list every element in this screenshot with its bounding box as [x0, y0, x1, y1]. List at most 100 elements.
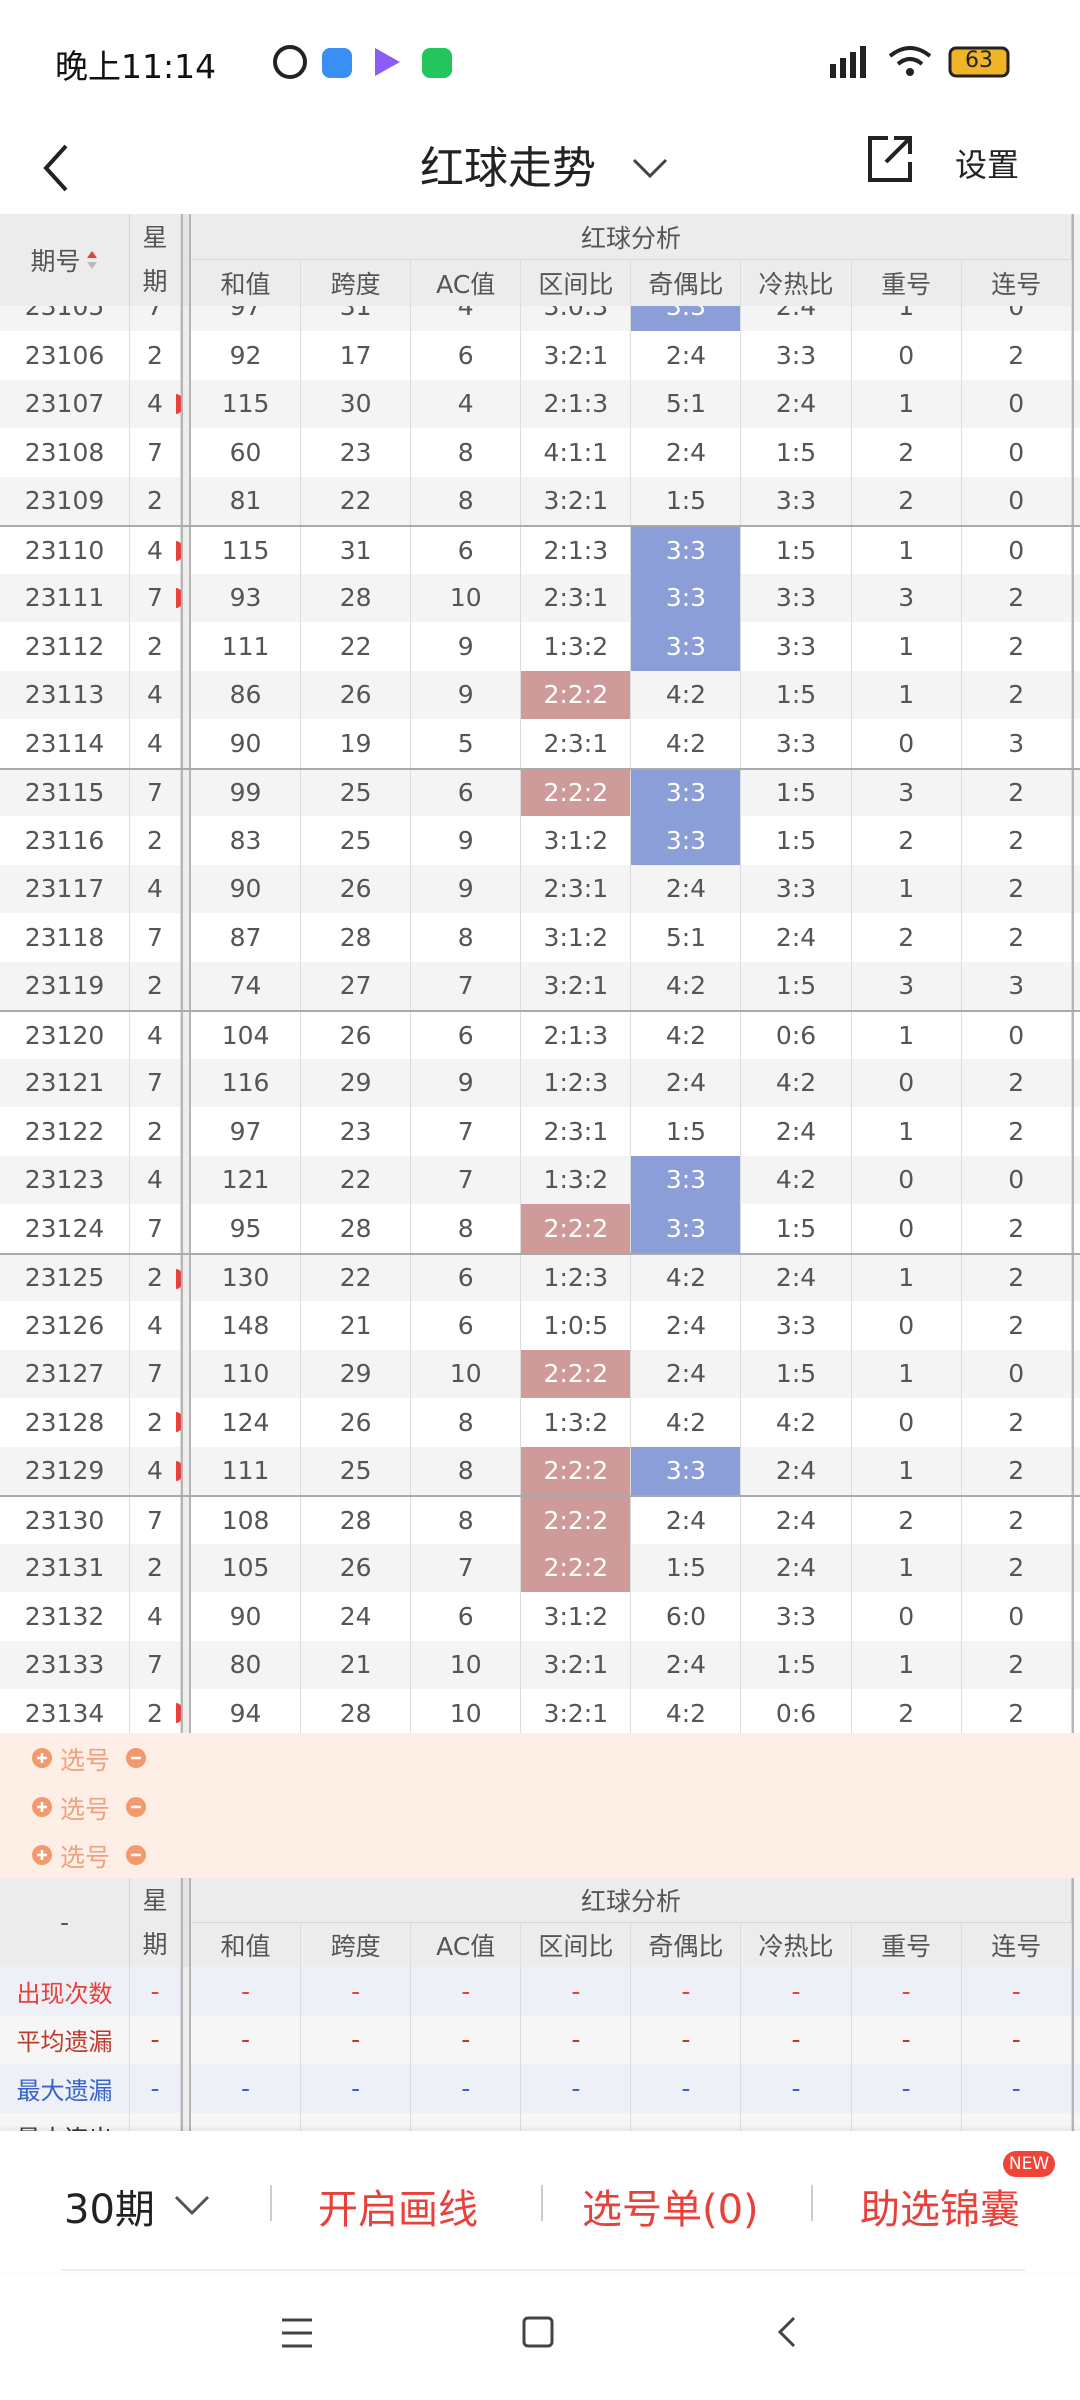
title-dropdown[interactable]: [630, 148, 670, 188]
table-cell: 2:4: [631, 1058, 742, 1107]
stats-cell: -: [301, 2112, 412, 2131]
column-header: AC值: [411, 1922, 522, 1967]
settings-button[interactable]: 设置: [955, 146, 1020, 184]
new-badge: NEW: [1003, 2151, 1055, 2177]
table-cell: 23124: [0, 1204, 130, 1253]
table-cell: 148: [191, 1301, 302, 1350]
column-header: 重号: [851, 260, 962, 306]
table-cell: 0: [852, 1398, 962, 1447]
table-cell: 5: [411, 719, 522, 768]
right-border: [1072, 331, 1080, 380]
double-line: [181, 379, 191, 428]
stats-label: 出现次数: [0, 1967, 130, 2016]
table-cell: 95: [191, 1204, 302, 1253]
double-line: [181, 428, 191, 477]
table-cell: 110: [191, 1349, 302, 1398]
right-border: [1072, 1640, 1080, 1689]
double-line: [181, 961, 191, 1010]
table-cell: 23128: [0, 1398, 130, 1447]
table-cell: 17: [301, 331, 412, 380]
pick-list-button[interactable]: 选号单(0): [582, 2187, 759, 2233]
table-cell: 23131: [0, 1543, 130, 1592]
share-button[interactable]: [862, 132, 918, 188]
group-title: 红球分析: [191, 1878, 1072, 1923]
table-cell: 2: [130, 622, 181, 671]
table-cell: 1:3:2: [521, 622, 632, 671]
divider: [541, 2185, 543, 2221]
double-line: [181, 1446, 191, 1495]
add-button[interactable]: [32, 1796, 52, 1817]
table-cell: 1:5: [742, 1204, 852, 1253]
table-cell: 26: [301, 1012, 412, 1059]
pick-row: 选号: [0, 1782, 191, 1831]
draw-button[interactable]: 开启画线: [318, 2187, 478, 2233]
table-cell: 23108: [0, 428, 130, 477]
table-cell: 4:2: [742, 1058, 852, 1107]
table-cell: 7: [130, 306, 181, 331]
table-cell: 3:3: [742, 331, 852, 380]
stats-cell: -: [411, 1967, 522, 2016]
double-line: [181, 1398, 191, 1447]
table-cell: 21: [301, 1640, 412, 1689]
column-header: 重号: [851, 1922, 962, 1967]
pick-section: 选号 选号 选号: [0, 1733, 1080, 1878]
table-cell: 4:2: [631, 961, 742, 1010]
right-border: [1072, 1254, 1080, 1301]
table-cell: 4: [411, 379, 522, 428]
table-cell: 2:4: [631, 1301, 742, 1350]
stats-cell: -: [742, 2112, 852, 2131]
table-cell: 29: [301, 1058, 412, 1107]
double-line: [181, 1058, 191, 1107]
table-cell: 30: [301, 379, 412, 428]
table-cell: 2: [130, 1254, 181, 1301]
table-cell: 2:4: [742, 1446, 852, 1495]
table-cell: 2: [130, 1689, 181, 1733]
table-cell: 27: [301, 961, 412, 1010]
helper-button[interactable]: 助选锦囊: [860, 2187, 1020, 2233]
add-button[interactable]: [32, 1748, 52, 1768]
double-line: [181, 1497, 191, 1544]
right-border: [1072, 816, 1080, 865]
table-cell: 0:6: [742, 1012, 852, 1059]
remove-button[interactable]: [126, 1796, 146, 1817]
table-row: 23111 7 93 28 10 2:3:1 3:3 3:3 3 2: [0, 573, 1080, 622]
table-cell: 22: [301, 476, 412, 525]
separator: [61, 2269, 1025, 2271]
remove-button[interactable]: [126, 1748, 146, 1768]
table-cell: 1: [852, 527, 962, 574]
double-line: [181, 1301, 191, 1350]
table-cell: 2: [962, 622, 1072, 671]
sort-icon[interactable]: [85, 248, 99, 272]
table-cell: 0: [852, 1301, 962, 1350]
table-cell: 23120: [0, 1012, 130, 1059]
table-cell: 25: [301, 769, 412, 816]
add-button[interactable]: [32, 1845, 52, 1865]
table-cell: 8: [411, 1497, 522, 1544]
table-cell: 0: [852, 331, 962, 380]
table-header: 红球分析 期号 星期 和值 跨度 AC值 区间比 奇偶比 冷热比 重号 连号: [0, 214, 1080, 306]
table-cell: 8: [411, 428, 522, 477]
table-cell: 124: [191, 1398, 302, 1447]
table-cell: 4:2: [631, 1012, 742, 1059]
status-time: 晚上11:14: [55, 47, 217, 86]
table-cell: 6: [411, 769, 522, 816]
double-line: [181, 527, 191, 574]
right-border: [1072, 527, 1080, 574]
table-cell: 3:3: [742, 622, 852, 671]
remove-button[interactable]: [126, 1845, 146, 1865]
pick-label: 选号: [60, 1843, 111, 1872]
table-cell: 105: [191, 1543, 302, 1592]
table-cell: 2:4: [631, 1497, 742, 1544]
double-line: [181, 769, 191, 816]
table-row: 23114 4 90 19 5 2:3:1 4:2 3:3 0 3: [0, 719, 1080, 768]
table-cell: 7: [130, 428, 181, 477]
table-cell: 22: [301, 1254, 412, 1301]
table-cell: 2:3:1: [521, 1107, 632, 1156]
table-cell: 108: [191, 1497, 302, 1544]
stats-cell: -: [301, 2064, 412, 2113]
period-select[interactable]: 30期: [64, 2187, 155, 2233]
back-button[interactable]: [36, 140, 76, 196]
table-cell: 3:3: [631, 816, 742, 865]
table-cell: 23123: [0, 1155, 130, 1204]
table-cell: 2: [130, 476, 181, 525]
